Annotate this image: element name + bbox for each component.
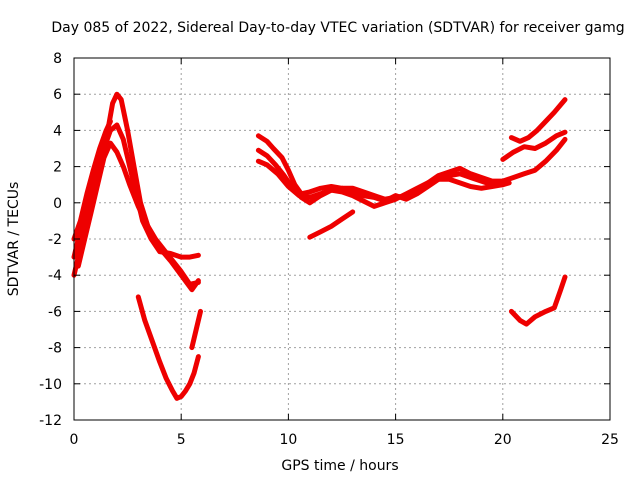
series-arc-2: [71, 122, 201, 260]
series-arc-3: [71, 91, 201, 293]
chart-title: Day 085 of 2022, Sidereal Day-to-day VTE…: [51, 20, 624, 36]
series-arc-7: [255, 133, 506, 202]
series-arc-6: [189, 308, 203, 351]
y-tick-label: -4: [48, 268, 62, 284]
series-arc-13: [508, 97, 568, 144]
axis-ticks: 0 5 10 15 20 25 -12 -10 -8 -6 -4 -2 0 2 4 6 8: [39, 51, 619, 448]
x-tick-label: 10: [279, 432, 297, 448]
x-tick-label: 0: [70, 432, 79, 448]
y-tick-label: -6: [48, 304, 62, 320]
x-tick-label: 15: [387, 432, 405, 448]
x-tick-label: 20: [494, 432, 512, 448]
y-tick-label: 2: [53, 160, 62, 176]
x-tick-label: 5: [177, 432, 186, 448]
y-tick-label: -12: [39, 413, 62, 429]
series-arc-14: [508, 274, 568, 327]
series-layer: [71, 91, 568, 401]
y-tick-label: -2: [48, 232, 62, 248]
y-tick-label: -10: [39, 377, 62, 393]
series-arc-11: [500, 129, 568, 162]
y-tick-label: 0: [53, 196, 62, 212]
x-tick-label: 25: [601, 432, 619, 448]
y-tick-label: 4: [53, 123, 62, 139]
series-arc-9: [255, 158, 506, 209]
x-axis-label: GPS time / hours: [281, 458, 398, 474]
y-tick-label: -8: [48, 341, 62, 357]
series-arc-10: [307, 209, 356, 240]
series-arc-4: [75, 140, 201, 287]
series-arc-5: [135, 294, 201, 401]
y-tick-label: 6: [53, 87, 62, 103]
series-arc-12: [500, 136, 568, 184]
grid-lines: [74, 58, 610, 420]
y-tick-label: 8: [53, 51, 62, 67]
y-axis-label: SDTVAR / TECUs: [6, 182, 22, 297]
